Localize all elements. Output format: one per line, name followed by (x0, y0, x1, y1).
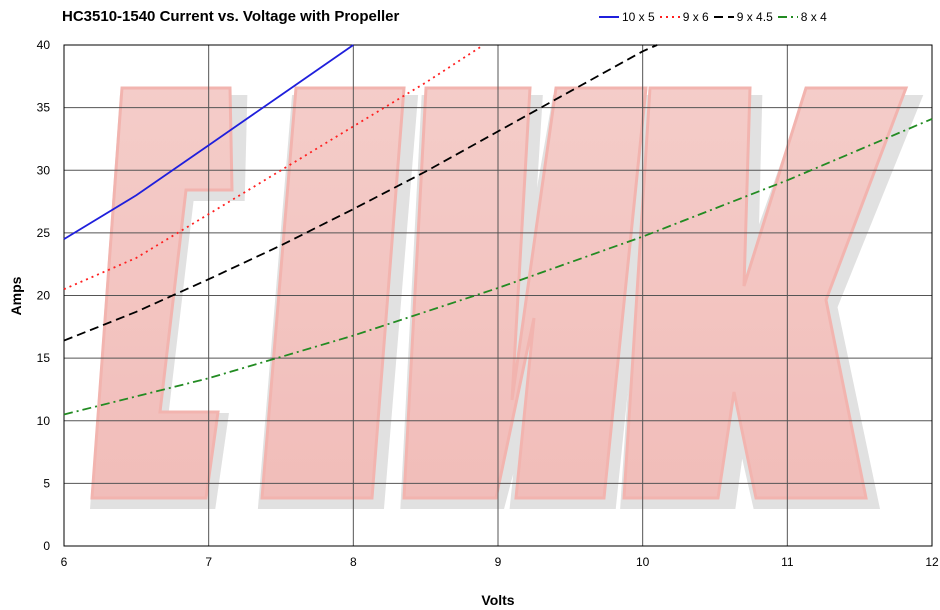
legend-swatch (599, 16, 619, 18)
x-tick-label: 10 (636, 555, 650, 569)
legend-label: 9 x 4.5 (736, 10, 773, 24)
y-tick-label: 15 (37, 351, 51, 365)
x-axis-title: Volts (481, 592, 514, 608)
legend-label: 8 x 4 (800, 10, 827, 24)
y-tick-label: 30 (37, 163, 51, 177)
y-tick-labels: 0 5 10 15 20 25 30 35 40 (37, 38, 51, 553)
y-tick-label: 20 (37, 289, 51, 303)
y-tick-label: 5 (43, 476, 50, 490)
legend-label: 9 x 6 (682, 10, 709, 24)
legend-swatch (713, 16, 734, 18)
x-tick-label: 8 (350, 555, 357, 569)
watermark-logo (90, 86, 924, 509)
legend-item: 10 x 5 (598, 10, 655, 24)
y-tick-label: 0 (43, 539, 50, 553)
legend-swatch (777, 16, 798, 18)
legend: 10 x 5 9 x 6 9 x 4.5 8 x 4 (598, 10, 831, 24)
y-tick-label: 25 (37, 226, 51, 240)
x-tick-label: 6 (61, 555, 68, 569)
x-tick-label: 11 (781, 555, 794, 569)
x-tick-label: 7 (205, 555, 212, 569)
y-tick-label: 40 (37, 38, 51, 52)
x-tick-label: 9 (495, 555, 502, 569)
series-layer (63, 44, 933, 416)
chart-title: HC3510-1540 Current vs. Voltage with Pro… (62, 8, 400, 25)
series-line-9-x-6 (63, 44, 484, 291)
plot-border (63, 44, 933, 547)
series-line-10-x-5 (63, 44, 354, 240)
legend-label: 10 x 5 (622, 10, 655, 24)
legend-item: 8 x 4 (777, 10, 827, 24)
y-tick-label: 35 (37, 101, 51, 115)
series-line-8-x-4 (63, 118, 933, 416)
series-line-9-x-4-5 (63, 44, 658, 342)
y-tick-label: 10 (37, 414, 51, 428)
x-tick-labels: 6 7 8 9 10 11 12 (61, 555, 939, 569)
x-tick-label: 12 (925, 555, 939, 569)
legend-item: 9 x 6 (659, 10, 709, 24)
y-axis-title: Amps (8, 276, 24, 315)
legend-item: 9 x 4.5 (713, 10, 773, 24)
